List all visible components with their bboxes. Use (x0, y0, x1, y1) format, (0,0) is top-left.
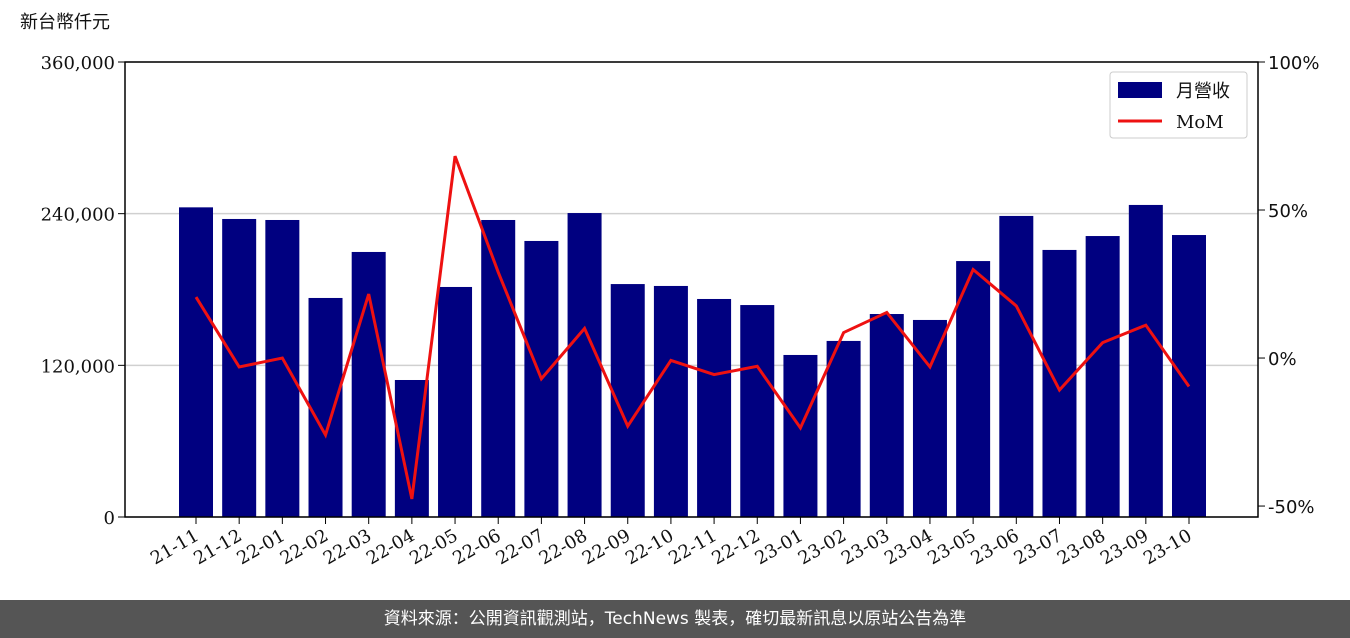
x-tick-label: 23-03 (838, 525, 893, 569)
bar (567, 213, 602, 517)
x-tick-label: 22-10 (622, 525, 677, 569)
bar (740, 305, 775, 517)
y-tick-label: 360,000 (41, 53, 115, 74)
legend-swatch (1118, 82, 1162, 98)
x-tick-label: 23-01 (751, 525, 806, 569)
line (194, 155, 1191, 500)
x-tick-label: 23-04 (881, 525, 936, 569)
x-tick-label: 23-07 (1011, 525, 1066, 569)
bar (826, 340, 861, 517)
x-tick-label: 22-11 (665, 525, 720, 569)
bar (783, 354, 818, 517)
x-tick-label: 23-09 (1097, 525, 1152, 569)
x-tick-label: 23-02 (795, 525, 850, 569)
x-tick-label: 22-06 (449, 525, 504, 569)
bar (869, 314, 904, 517)
bar (1085, 236, 1120, 517)
y2-tick-label: -50% (1268, 497, 1315, 518)
x-tick-label: 23-06 (967, 525, 1022, 569)
chart: 新台幣仟元 0 120,000 240,000 360,000 -50% 0% 50% 100… (20, 12, 1319, 569)
y-tick-label: 0 (104, 508, 115, 529)
bar (265, 219, 300, 517)
x-tick-label: 22-03 (320, 525, 375, 569)
bar (697, 298, 732, 517)
y2-tick-label: 0% (1268, 349, 1297, 370)
x-tick-label: 22-05 (406, 525, 461, 569)
bar (179, 207, 213, 517)
bar (1042, 249, 1077, 517)
x-tick-label: 21-12 (190, 525, 245, 569)
bar (999, 215, 1034, 518)
x-tick-label: 22-01 (233, 525, 288, 569)
x-tick-label: 23-08 (1054, 525, 1109, 569)
x-tick-label: 22-07 (492, 525, 547, 569)
bar (956, 261, 991, 517)
bar (351, 251, 386, 517)
bar (438, 286, 473, 517)
bar (481, 219, 516, 517)
x-tick-label: 22-04 (363, 525, 418, 569)
legend-label: 月營收 (1176, 81, 1230, 102)
x-tick-label: 22-09 (579, 525, 634, 569)
x-tick-label: 23-10 (1140, 525, 1195, 569)
x-tick-label: 23-05 (924, 525, 979, 569)
legend-label: MoM (1176, 112, 1224, 133)
x-tick-label: 21-11 (147, 525, 202, 569)
bar (1128, 204, 1163, 517)
x-tick-label: 22-12 (708, 525, 763, 569)
bar (1172, 235, 1206, 518)
bar (653, 285, 688, 517)
bar (308, 297, 343, 517)
y-tick-label: 120,000 (41, 356, 115, 377)
y-tick-label: 240,000 (41, 205, 115, 226)
footer: 資料來源：公開資訊觀測站，TechNews 製表，確切最新訊息以原站公告為準 (0, 600, 1350, 638)
x-tick-label: 22-02 (277, 525, 332, 569)
y-axis-unit: 新台幣仟元 (20, 12, 110, 33)
x-tick-label: 22-08 (536, 525, 591, 569)
y2-tick-label: 50% (1268, 201, 1308, 222)
y2-tick-label: 100% (1268, 53, 1319, 74)
plot-frame (124, 61, 1259, 518)
